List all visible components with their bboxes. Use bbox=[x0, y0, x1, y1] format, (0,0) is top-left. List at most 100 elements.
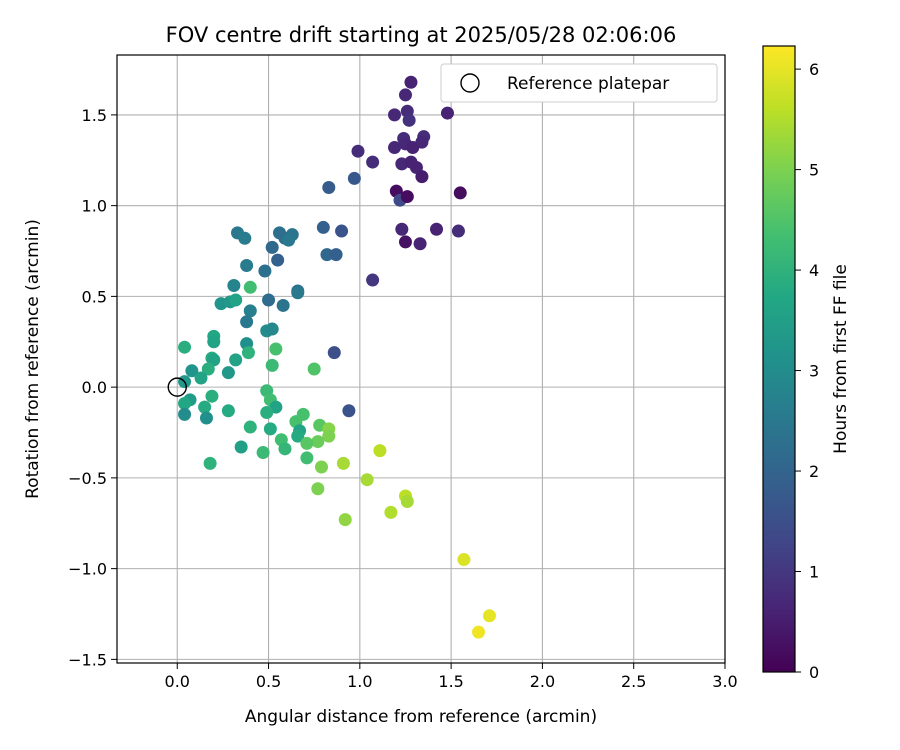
data-point bbox=[185, 364, 199, 378]
data-point bbox=[322, 180, 336, 194]
data-point bbox=[178, 340, 192, 354]
data-point bbox=[316, 220, 330, 234]
y-axis-label: Rotation from reference (arcmin) bbox=[23, 219, 43, 499]
colorbar bbox=[762, 45, 796, 673]
data-points bbox=[167, 75, 496, 639]
data-point bbox=[221, 366, 235, 380]
data-point bbox=[240, 315, 254, 329]
legend-box bbox=[440, 63, 718, 103]
data-point bbox=[311, 482, 325, 496]
data-point bbox=[234, 440, 248, 454]
legend-marker bbox=[460, 73, 480, 93]
y-tick-label: 1.0 bbox=[82, 197, 107, 216]
data-point bbox=[241, 346, 255, 360]
data-point bbox=[243, 304, 257, 318]
data-point bbox=[351, 144, 365, 158]
data-point bbox=[265, 322, 279, 336]
data-point bbox=[335, 224, 349, 238]
axis-ticks: 0.0 0.5 1.0 1.5 2.0 2.5 3.0 −1.5 −1.0 −0.5 0.0 0.5 1… bbox=[68, 106, 738, 691]
data-point bbox=[322, 429, 336, 443]
y-tick-label: 1.5 bbox=[82, 106, 107, 125]
colorbar-tick-label: 6 bbox=[809, 60, 819, 79]
x-tick-label: 0.0 bbox=[165, 672, 190, 691]
data-point bbox=[243, 420, 257, 434]
data-point bbox=[203, 456, 217, 470]
data-point bbox=[271, 253, 285, 267]
data-point bbox=[336, 456, 350, 470]
data-point bbox=[276, 298, 290, 312]
data-point bbox=[300, 436, 314, 450]
data-point bbox=[243, 280, 257, 294]
data-point bbox=[404, 75, 418, 89]
colorbar-tick-label: 5 bbox=[809, 161, 819, 180]
data-point bbox=[201, 362, 215, 376]
reference-platepar-marker bbox=[167, 377, 187, 397]
y-tick-label: −1.5 bbox=[68, 650, 107, 669]
colorbar-tick-label: 2 bbox=[809, 462, 819, 481]
data-point bbox=[227, 278, 241, 292]
data-point bbox=[388, 108, 402, 122]
data-point bbox=[373, 444, 387, 458]
data-point bbox=[265, 240, 279, 254]
data-point bbox=[221, 404, 235, 418]
grid-lines bbox=[117, 55, 726, 663]
data-point bbox=[453, 186, 467, 200]
x-tick-label: 1.0 bbox=[347, 672, 372, 691]
data-point bbox=[398, 235, 412, 249]
data-point bbox=[314, 460, 328, 474]
data-point bbox=[260, 406, 274, 420]
data-point bbox=[265, 358, 279, 372]
data-point bbox=[207, 335, 221, 349]
data-point bbox=[482, 609, 496, 623]
data-point bbox=[258, 264, 272, 278]
data-point bbox=[398, 88, 412, 102]
x-tick-label: 1.5 bbox=[438, 672, 463, 691]
data-point bbox=[282, 233, 296, 247]
data-point bbox=[198, 400, 212, 414]
data-point bbox=[327, 346, 341, 360]
data-point bbox=[311, 435, 325, 449]
data-point bbox=[415, 170, 429, 184]
legend-label: Reference platepar bbox=[507, 74, 669, 94]
data-point bbox=[263, 422, 277, 436]
data-point bbox=[205, 389, 219, 403]
legend: Reference platepar bbox=[440, 63, 718, 103]
data-point bbox=[320, 248, 334, 262]
data-point bbox=[347, 171, 361, 185]
colorbar-tick-label: 4 bbox=[809, 261, 819, 280]
data-point bbox=[278, 442, 292, 456]
data-point bbox=[395, 222, 409, 236]
data-point bbox=[406, 141, 420, 155]
data-point bbox=[262, 293, 276, 307]
data-point bbox=[238, 231, 252, 245]
plot-frame bbox=[116, 54, 726, 664]
data-point bbox=[269, 342, 283, 356]
data-point bbox=[291, 286, 305, 300]
data-point bbox=[300, 451, 314, 465]
data-point bbox=[366, 155, 380, 169]
x-axis-label: Angular distance from reference (arcmin) bbox=[245, 707, 597, 727]
data-point bbox=[472, 625, 486, 639]
data-point bbox=[388, 141, 402, 155]
y-tick-label: −1.0 bbox=[68, 560, 107, 579]
data-point bbox=[440, 106, 454, 120]
chart-title: FOV centre drift starting at 2025/05/28 … bbox=[166, 23, 677, 47]
x-tick-label: 0.5 bbox=[256, 672, 281, 691]
colorbar-tick-label: 3 bbox=[809, 362, 819, 381]
x-tick-label: 2.5 bbox=[621, 672, 646, 691]
data-point bbox=[240, 259, 254, 273]
data-point bbox=[178, 396, 192, 410]
y-tick-label: 0.0 bbox=[82, 378, 107, 397]
data-point bbox=[451, 224, 465, 238]
data-point bbox=[384, 505, 398, 519]
data-point bbox=[360, 473, 374, 487]
colorbar-tick-label: 0 bbox=[809, 663, 819, 682]
x-tick-label: 2.0 bbox=[530, 672, 555, 691]
y-tick-label: 0.5 bbox=[82, 287, 107, 306]
data-point bbox=[194, 371, 208, 385]
data-point bbox=[400, 190, 414, 204]
data-point bbox=[457, 553, 471, 567]
colorbar-ticks: 0 1 2 3 4 5 6 bbox=[795, 60, 819, 682]
data-point bbox=[291, 429, 305, 443]
